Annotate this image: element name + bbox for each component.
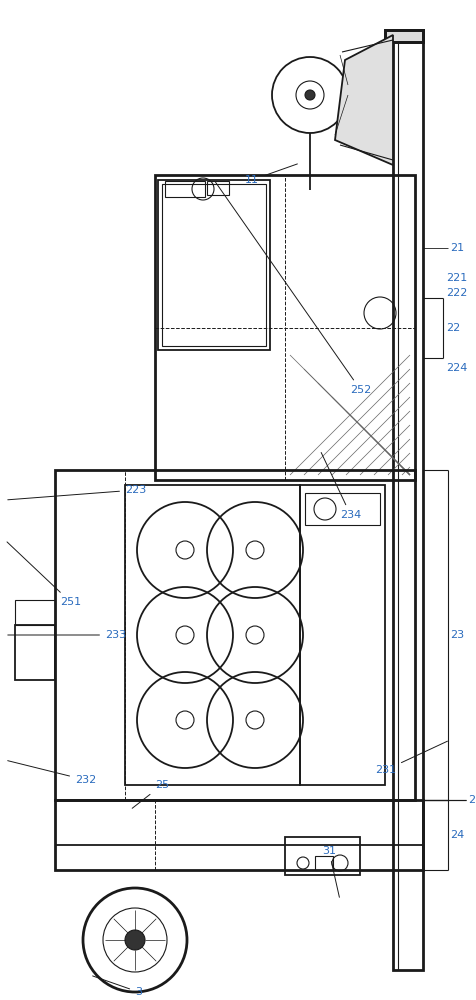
Text: 22: 22: [445, 323, 459, 333]
Text: 221: 221: [445, 273, 466, 283]
Text: 252: 252: [215, 182, 370, 395]
Bar: [304, 493, 379, 525]
Bar: [55, 800, 422, 870]
Circle shape: [304, 90, 314, 100]
Text: 224: 224: [445, 363, 466, 373]
Bar: [162, 184, 266, 346]
Bar: [158, 180, 269, 350]
Text: 231: 231: [374, 741, 446, 775]
Bar: [155, 175, 414, 480]
Bar: [125, 485, 299, 785]
Bar: [392, 30, 422, 970]
Text: 234: 234: [320, 453, 360, 520]
Text: 232: 232: [8, 761, 96, 785]
Bar: [284, 837, 359, 875]
Bar: [384, 30, 422, 42]
Bar: [314, 856, 332, 870]
Bar: [15, 625, 55, 680]
Text: 223: 223: [8, 485, 146, 500]
Text: 3: 3: [92, 976, 142, 997]
Bar: [299, 485, 384, 785]
Text: 31: 31: [321, 846, 339, 897]
Text: 222: 222: [445, 288, 466, 298]
Circle shape: [125, 930, 145, 950]
Text: 23: 23: [449, 630, 463, 640]
Bar: [207, 181, 228, 195]
Text: 2: 2: [467, 795, 474, 805]
Text: 25: 25: [132, 780, 169, 808]
Text: 11: 11: [245, 164, 297, 185]
Text: 251: 251: [7, 542, 81, 607]
Bar: [384, 30, 422, 42]
Text: 24: 24: [449, 830, 463, 840]
Bar: [165, 181, 205, 197]
Polygon shape: [334, 35, 392, 165]
Text: 233: 233: [8, 630, 126, 640]
Text: 21: 21: [449, 243, 463, 253]
Bar: [55, 470, 414, 800]
Bar: [15, 600, 55, 625]
